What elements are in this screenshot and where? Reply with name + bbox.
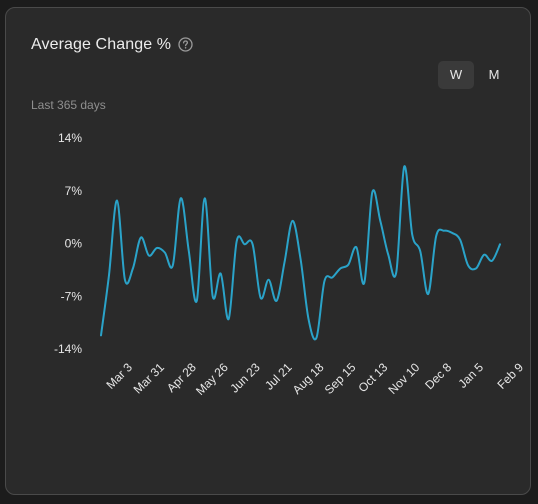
y-tick-label: -14%: [54, 342, 82, 356]
x-tick-label: May 26: [193, 360, 231, 398]
y-axis-ticks: 14% 7% 0% -7% -14%: [54, 131, 82, 356]
date-range-subtitle: Last 365 days: [31, 98, 106, 112]
y-tick-label: 0%: [65, 237, 83, 251]
question-circle-icon[interactable]: [178, 37, 193, 52]
x-tick-label: Dec 8: [422, 360, 454, 392]
toggle-month-button[interactable]: M: [488, 67, 500, 82]
x-tick-label: Sep 15: [322, 360, 359, 397]
y-tick-label: 14%: [58, 131, 82, 145]
x-tick-label: Jan 5: [456, 360, 487, 391]
toggle-week-button[interactable]: W: [438, 61, 474, 89]
x-tick-label: Aug 18: [290, 360, 327, 397]
x-tick-label: Oct 13: [355, 360, 390, 395]
y-tick-label: -7%: [61, 289, 83, 303]
card-title: Average Change %: [31, 36, 172, 53]
x-tick-label: Nov 10: [386, 360, 423, 397]
y-tick-label: 7%: [65, 184, 83, 198]
average-change-card: Average Change % W M Last 365 days 14% 7%…: [5, 7, 531, 495]
x-tick-label: Feb 9: [494, 360, 526, 392]
series-line: [100, 165, 501, 341]
x-tick-label: Jun 23: [227, 360, 263, 396]
period-toggle: W M: [438, 61, 512, 89]
x-tick-label: Mar 31: [131, 360, 168, 397]
